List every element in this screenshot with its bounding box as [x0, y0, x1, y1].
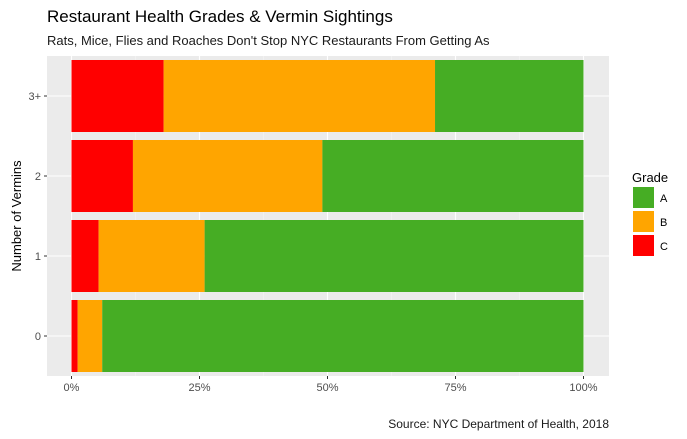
bar-b-3plus [163, 60, 436, 132]
y-tick-label: 0 [35, 331, 41, 343]
x-tick-label: 0% [64, 382, 80, 394]
legend-label-a: A [660, 193, 668, 205]
y-axis: 0 1 2 3+ [28, 91, 47, 343]
bar-c-1 [71, 220, 99, 292]
legend-key-c [633, 235, 654, 256]
legend: Grade ABC [632, 170, 668, 256]
chart-subtitle: Rats, Mice, Flies and Roaches Don't Stop… [47, 33, 490, 48]
bar-a-1 [204, 220, 584, 292]
legend-title: Grade [632, 170, 668, 185]
x-axis: 0% 25% 50% 75% 100% [64, 376, 598, 394]
bar-a-3plus [435, 60, 584, 132]
bar-b-1 [98, 220, 205, 292]
y-axis-title: Number of Vermins [9, 160, 24, 272]
y-tick-label: 1 [35, 251, 41, 263]
bar-b-0 [77, 300, 103, 372]
x-tick-label: 100% [569, 382, 597, 394]
bar-b-2 [132, 140, 323, 212]
bar-a-0 [102, 300, 584, 372]
y-tick-label: 2 [35, 171, 41, 183]
bar-c-0 [71, 300, 78, 372]
legend-label-b: B [660, 217, 667, 229]
bar-c-2 [71, 140, 133, 212]
bar-c-3plus [71, 60, 164, 132]
y-tick-label: 3+ [28, 91, 41, 103]
legend-key-a [633, 187, 654, 208]
x-tick-label: 25% [188, 382, 210, 394]
bars [71, 60, 584, 372]
legend-label-c: C [660, 241, 668, 253]
x-tick-label: 75% [444, 382, 466, 394]
x-tick-label: 50% [316, 382, 338, 394]
chart-caption: Source: NYC Department of Health, 2018 [388, 417, 609, 431]
bar-a-2 [322, 140, 584, 212]
legend-key-b [633, 211, 654, 232]
chart-title: Restaurant Health Grades & Vermin Sighti… [47, 7, 393, 26]
